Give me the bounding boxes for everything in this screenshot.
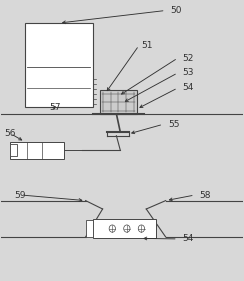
Text: 51: 51 xyxy=(142,41,153,50)
Text: 55: 55 xyxy=(168,120,180,129)
Bar xyxy=(25,23,93,107)
Text: 50: 50 xyxy=(171,6,182,15)
Text: 56: 56 xyxy=(4,129,16,138)
Bar xyxy=(100,90,137,114)
Text: 53: 53 xyxy=(183,68,194,77)
Bar xyxy=(86,220,93,237)
Text: 52: 52 xyxy=(183,53,194,62)
Text: 58: 58 xyxy=(200,191,211,200)
Text: 54: 54 xyxy=(183,83,194,92)
Text: 59: 59 xyxy=(14,191,26,200)
Bar xyxy=(10,144,17,157)
Text: 54: 54 xyxy=(183,234,194,243)
Bar xyxy=(10,142,64,159)
Bar xyxy=(93,219,156,238)
Text: 57: 57 xyxy=(49,103,61,112)
